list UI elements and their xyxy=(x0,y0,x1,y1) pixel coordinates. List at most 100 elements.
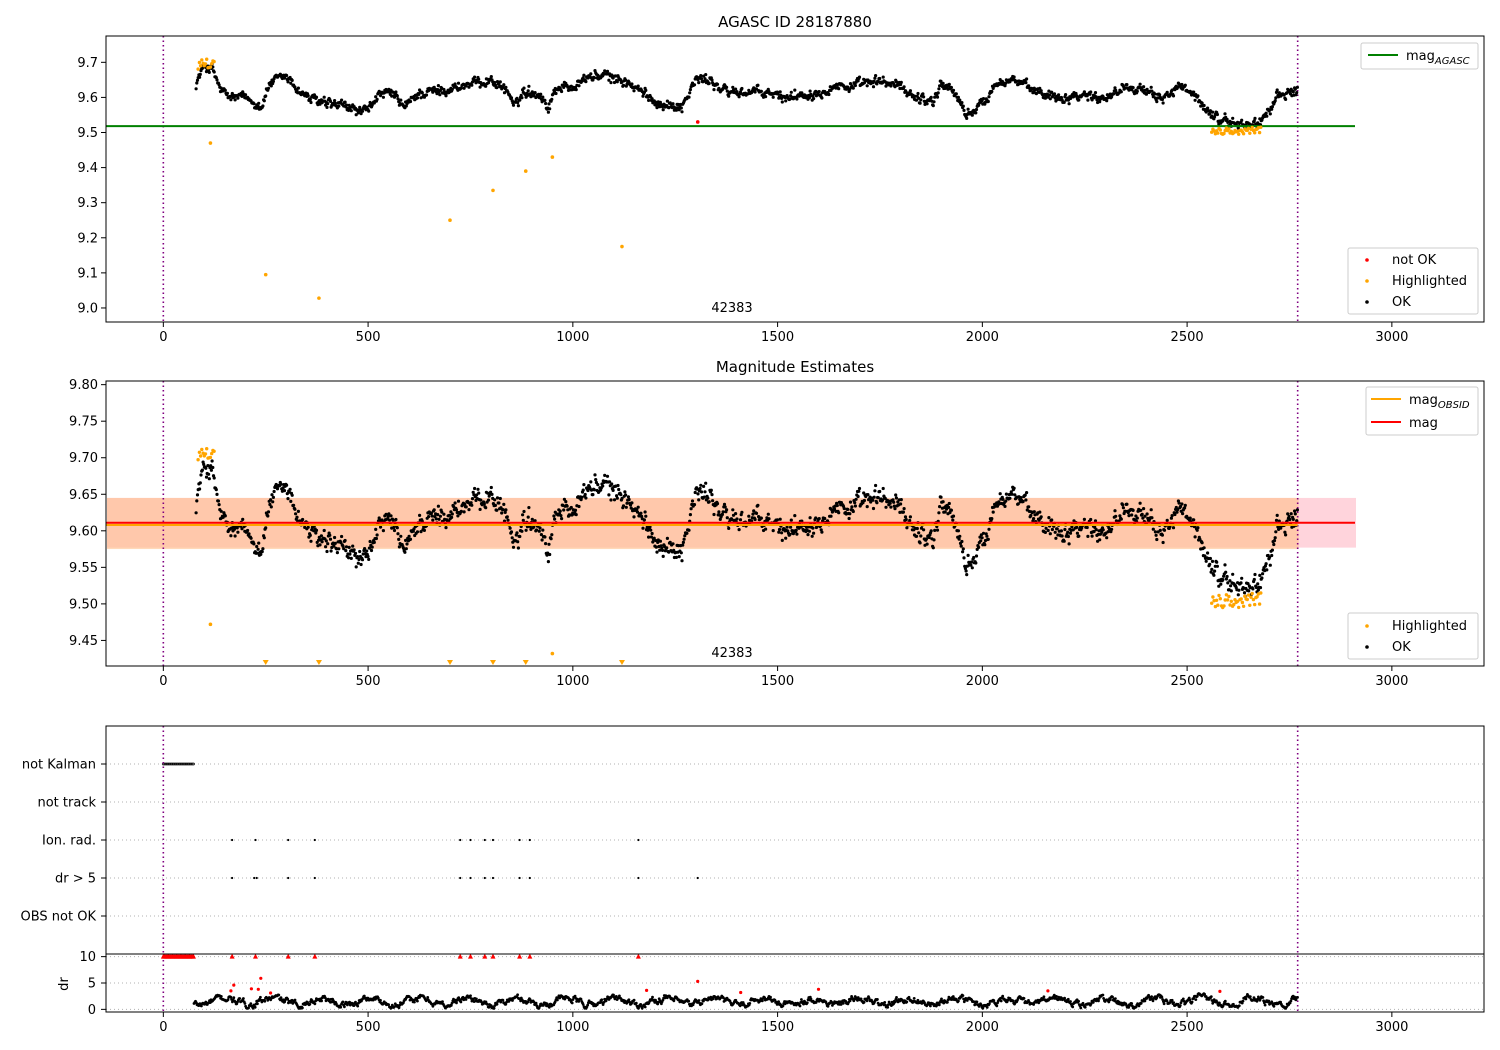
dr-point xyxy=(632,998,636,1002)
dr-point xyxy=(563,997,567,1001)
ok-point xyxy=(615,496,619,500)
ok-point xyxy=(1225,117,1229,121)
highlighted-point xyxy=(1214,598,1219,602)
ok-point xyxy=(268,502,272,507)
ok-point xyxy=(612,498,617,502)
ok-point xyxy=(1270,548,1274,552)
highlighted-point xyxy=(197,450,202,454)
dr-point xyxy=(842,1001,845,1005)
ok-point xyxy=(778,517,782,521)
highlighted-point xyxy=(1211,595,1215,599)
ok-point xyxy=(1082,517,1086,522)
ok-point xyxy=(812,531,816,535)
dr-point xyxy=(1097,997,1101,1000)
ok-point xyxy=(1253,572,1257,577)
ok-point xyxy=(814,516,818,520)
ok-point xyxy=(1086,98,1090,102)
ok-point xyxy=(1265,114,1269,118)
ok-point xyxy=(1029,513,1033,518)
x-tick-label-1500: 1500 xyxy=(761,1020,794,1035)
highlighted-point xyxy=(1217,593,1221,598)
ok-point xyxy=(432,508,436,512)
ok-point xyxy=(981,531,986,535)
dr-point xyxy=(867,997,871,1000)
ok-point xyxy=(204,466,208,470)
ok-point xyxy=(1260,576,1264,580)
ok-point xyxy=(217,503,221,507)
ok-point xyxy=(1171,94,1176,98)
ok-point xyxy=(916,91,920,96)
ok-point xyxy=(984,532,988,536)
ok-point xyxy=(922,528,926,532)
ok-point xyxy=(306,525,310,529)
dr-point xyxy=(286,997,290,1001)
flag-row-label: dr > 5 xyxy=(55,872,96,887)
ok-point xyxy=(1206,106,1210,110)
ok-point xyxy=(1039,89,1043,93)
ok-point xyxy=(348,552,352,556)
ok-point xyxy=(515,531,519,535)
highlighted-point xyxy=(1249,595,1253,599)
ok-point xyxy=(735,517,739,521)
flag-marker xyxy=(165,762,169,766)
dr-point xyxy=(800,998,803,1001)
ok-point xyxy=(960,539,964,544)
ok-point xyxy=(497,501,501,505)
ok-point xyxy=(533,91,537,95)
ok-point xyxy=(589,480,593,484)
flag-row-label: not track xyxy=(37,796,96,811)
ok-point xyxy=(1188,516,1192,520)
dr-point xyxy=(249,1002,253,1005)
ok-point xyxy=(687,528,691,532)
dr-point xyxy=(416,999,419,1003)
ok-point xyxy=(264,94,268,98)
panel2-frame xyxy=(105,380,1485,667)
ok-point xyxy=(322,95,326,99)
ok-point xyxy=(368,539,372,544)
y-tick-label-9.3: 9.3 xyxy=(77,196,98,211)
ok-point xyxy=(1195,528,1199,532)
ok-point xyxy=(710,78,714,82)
ok-point xyxy=(929,95,933,99)
ok-point xyxy=(482,502,486,506)
ok-point xyxy=(814,89,818,93)
ok-point xyxy=(366,554,370,559)
ok-point xyxy=(454,508,459,512)
dr-point xyxy=(352,1004,356,1007)
ok-point xyxy=(737,528,741,532)
ok-point xyxy=(582,483,586,487)
ok-point xyxy=(1106,530,1110,534)
ok-point xyxy=(1125,83,1129,87)
dr-point xyxy=(1011,999,1015,1003)
ok-point xyxy=(559,514,563,518)
ok-point xyxy=(1212,573,1216,577)
ok-point xyxy=(349,556,353,561)
dr-point xyxy=(1097,999,1100,1003)
ok-point xyxy=(1001,497,1005,501)
ok-point xyxy=(195,493,200,497)
ok-point xyxy=(347,556,351,560)
ok-point xyxy=(846,507,850,511)
ok-point xyxy=(650,97,654,101)
ok-point xyxy=(961,547,965,551)
ok-point xyxy=(958,534,962,538)
ok-point xyxy=(470,497,475,501)
flag-marker xyxy=(459,838,462,842)
ok-point xyxy=(577,84,581,88)
ok-point xyxy=(980,536,984,540)
dr-point xyxy=(1190,1000,1194,1004)
ok-point xyxy=(374,536,378,541)
ok-point xyxy=(756,83,760,87)
ok-point xyxy=(1050,518,1054,522)
x-tick-label-1500: 1500 xyxy=(761,674,794,689)
highlighted-point xyxy=(1251,597,1256,602)
ok-point xyxy=(1062,100,1066,104)
ok-point xyxy=(584,496,588,500)
ok-point xyxy=(592,488,596,492)
ok-point xyxy=(264,526,268,530)
ok-point xyxy=(395,526,399,530)
ok-point xyxy=(532,94,536,98)
ok-point xyxy=(1192,518,1196,522)
ok-point xyxy=(322,528,326,533)
ok-point xyxy=(533,519,537,523)
